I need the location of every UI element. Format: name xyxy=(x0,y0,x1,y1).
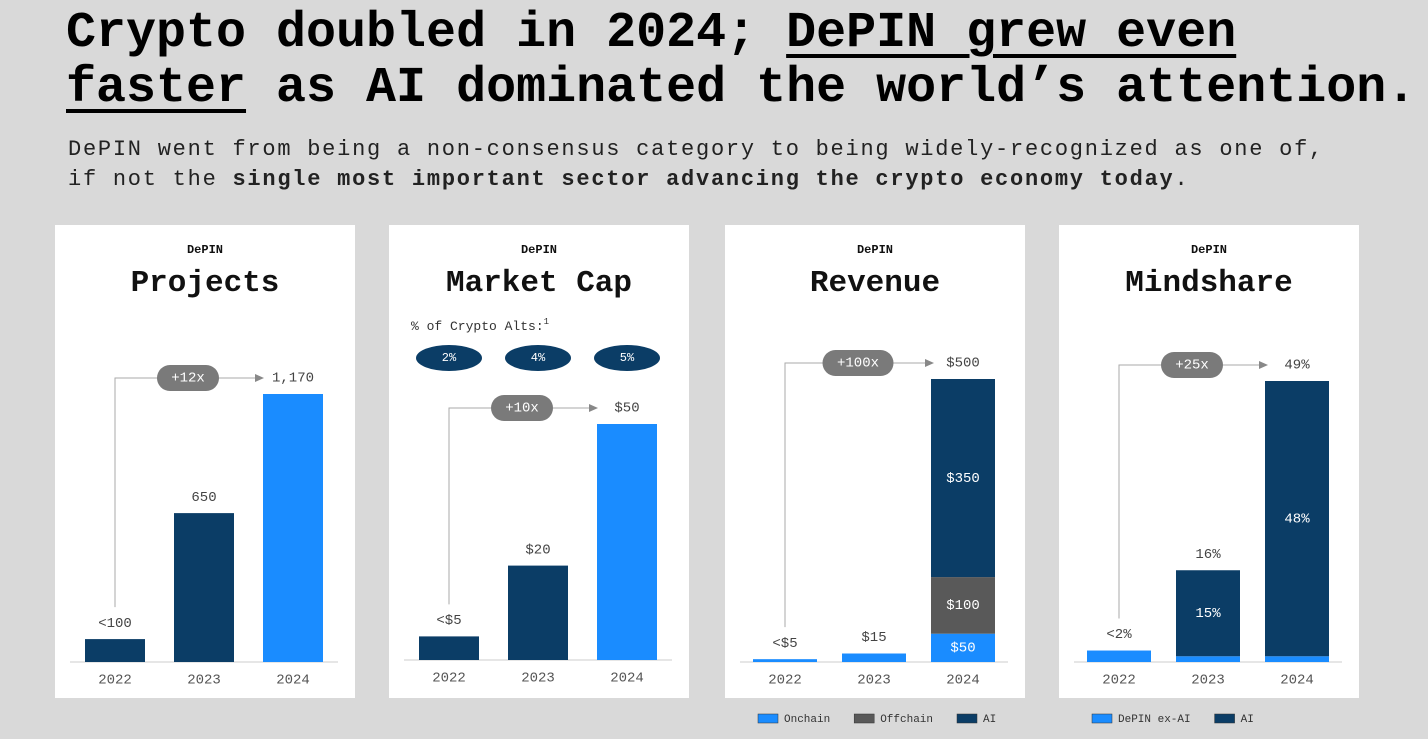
share-pill xyxy=(594,345,660,371)
share-label: 2% xyxy=(442,351,457,365)
subtitle-line: if not the single most important sector … xyxy=(68,167,1189,192)
bar-segment xyxy=(842,653,906,662)
legend-label: Onchain xyxy=(784,714,830,726)
growth-label: +10x xyxy=(505,401,539,417)
bar-segment xyxy=(1265,381,1329,657)
bar-segment xyxy=(931,577,995,634)
growth-pill xyxy=(822,350,894,376)
legend-swatch xyxy=(853,713,875,724)
bar xyxy=(597,424,657,660)
value-label: 1,170 xyxy=(272,371,314,387)
subtitle-line: DePIN went from being a non-consensus ca… xyxy=(68,137,1324,162)
total-label: $500 xyxy=(946,356,980,372)
segment-label: 15% xyxy=(1195,606,1221,622)
growth-label: +12x xyxy=(171,371,205,387)
x-tick-label: 2023 xyxy=(521,671,555,687)
segment-label: $50 xyxy=(950,641,975,657)
growth-pill xyxy=(491,395,553,421)
legend-swatch xyxy=(956,713,978,724)
total-label: 49% xyxy=(1284,358,1310,374)
panel-eyebrow: DePIN xyxy=(1191,243,1227,257)
bar xyxy=(85,639,145,662)
growth-arrowhead xyxy=(925,359,934,367)
panel-eyebrow: DePIN xyxy=(857,243,893,257)
subtitle-text: . xyxy=(1174,167,1190,192)
total-label: 16% xyxy=(1195,547,1221,563)
headline-underlined: DePIN grew even faster xyxy=(66,5,1237,117)
x-tick-label: 2024 xyxy=(610,671,644,687)
x-tick-label: 2023 xyxy=(187,673,221,689)
bar-segment xyxy=(1265,656,1329,662)
x-tick-label: 2022 xyxy=(98,673,132,689)
growth-label: +100x xyxy=(837,356,879,372)
x-tick-label: 2023 xyxy=(857,673,891,689)
growth-label: +25x xyxy=(1175,358,1209,374)
value-label: 650 xyxy=(191,490,216,506)
total-label: $15 xyxy=(861,630,886,646)
share-footnote: 1 xyxy=(544,317,549,327)
total-label: <2% xyxy=(1106,627,1132,643)
bar xyxy=(174,513,234,662)
bar-segment xyxy=(1176,656,1240,662)
legend-label: Offchain xyxy=(880,714,933,726)
panel-title: Revenue xyxy=(810,266,940,301)
x-tick-label: 2024 xyxy=(276,673,310,689)
panel-title: Market Cap xyxy=(446,266,632,301)
growth-arrowhead xyxy=(255,374,264,382)
bar-segment xyxy=(1087,650,1151,662)
share-caption-text: % of Crypto Alts: xyxy=(411,319,544,334)
x-tick-label: 2022 xyxy=(1102,673,1136,689)
segment-label: $100 xyxy=(946,598,980,614)
panel-eyebrow: DePIN xyxy=(521,243,557,257)
bar-segment xyxy=(753,659,817,662)
legend-label: AI xyxy=(983,714,996,726)
bar xyxy=(419,636,479,660)
value-label: $20 xyxy=(525,542,550,558)
x-tick-label: 2022 xyxy=(432,671,466,687)
panel-eyebrow: DePIN xyxy=(187,243,223,257)
growth-arrowhead xyxy=(589,404,598,412)
segment-label: 48% xyxy=(1284,511,1310,527)
x-tick-label: 2022 xyxy=(768,673,802,689)
growth-arrowhead xyxy=(1259,361,1268,369)
legend-label: AI xyxy=(1241,714,1254,726)
share-pill xyxy=(416,345,482,371)
legend-swatch xyxy=(757,713,779,724)
share-caption: % of Crypto Alts:1 xyxy=(411,317,549,334)
share-label: 4% xyxy=(531,351,546,365)
subtitle-bold: single most important sector advancing t… xyxy=(232,167,1175,192)
bar xyxy=(508,565,568,660)
growth-pill xyxy=(157,365,219,391)
legend-swatch xyxy=(1091,713,1113,724)
growth-pill xyxy=(1161,352,1223,378)
segment-label: $350 xyxy=(946,471,980,487)
value-label: <$5 xyxy=(436,613,461,629)
value-label: <100 xyxy=(98,616,132,632)
headline-part: Crypto doubled in 2024; xyxy=(66,5,787,62)
share-pill xyxy=(505,345,571,371)
bar xyxy=(263,394,323,662)
panel-title: Mindshare xyxy=(1125,266,1292,301)
bar-segment xyxy=(1176,570,1240,657)
subtitle-text: if not the xyxy=(68,167,233,192)
bar-segment xyxy=(931,379,995,578)
bar-segment xyxy=(931,633,995,662)
headline: Crypto doubled in 2024; DePIN grew even … xyxy=(66,6,1424,116)
panel-title: Projects xyxy=(131,266,280,301)
share-label: 5% xyxy=(620,351,635,365)
headline-part: as AI dominated the world’s attention. xyxy=(246,60,1417,117)
legend-swatch xyxy=(1214,713,1235,724)
x-tick-label: 2024 xyxy=(1280,673,1314,689)
value-label: $50 xyxy=(614,401,639,417)
legend-label: DePIN ex-AI xyxy=(1118,714,1191,726)
x-tick-label: 2023 xyxy=(1191,673,1225,689)
total-label: <$5 xyxy=(772,636,797,652)
x-tick-label: 2024 xyxy=(946,673,980,689)
